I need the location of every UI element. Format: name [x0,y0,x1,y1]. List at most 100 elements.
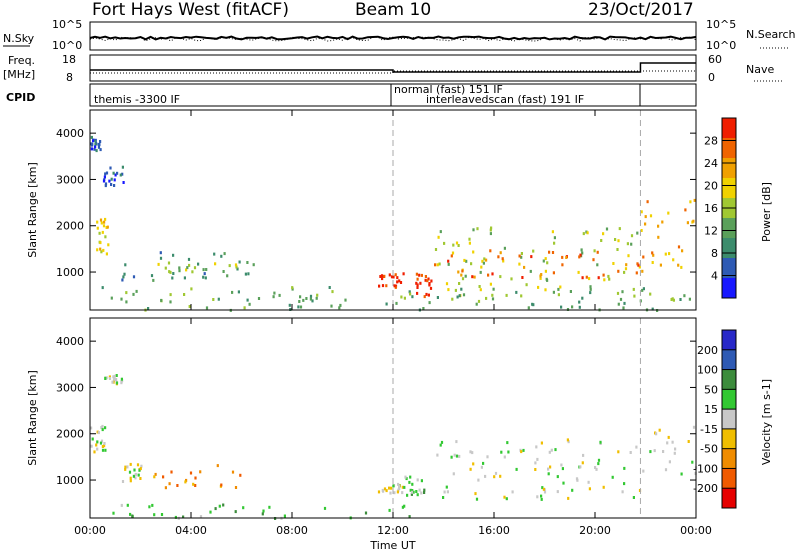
power-cell [423,295,426,299]
velocity-cell [653,449,656,453]
power-cell [561,255,564,259]
power-cell [112,171,115,175]
power-cell [616,248,619,251]
power-cell [646,200,649,204]
power-cell [103,220,106,224]
power-cell [551,251,555,254]
velocity-cell [549,465,552,469]
power-cell [99,247,102,251]
power-cell [168,270,171,274]
velocity-cell [534,461,537,465]
power-cell [135,289,138,293]
power-cell [252,263,255,267]
freq-panel-frame [89,54,697,82]
power-cell [491,272,494,276]
velocity-cell [484,474,487,478]
velocity-cell [389,491,392,495]
power-cell [589,287,592,291]
freq-tick-bottom: 8 [66,71,73,84]
velocity-cell [507,450,510,454]
power-cell [378,284,381,288]
velocity-cell [440,440,444,444]
power-cell [627,254,630,258]
power-cell [503,246,506,250]
velocity-cell [214,507,217,511]
velocity-cell [409,475,412,479]
velocity-cell [390,486,393,490]
velocity-cell [597,462,600,466]
velocity-cell [168,482,171,486]
power-y-ticks: 1000 2000 3000 4000 [56,127,696,279]
velocity-cell [111,380,114,384]
power-cell [220,254,223,258]
power-cell [105,171,109,175]
power-cell [684,208,687,212]
velocity-cell [96,447,99,451]
power-cell [101,286,104,290]
power-cell [589,285,592,289]
velocity-cell [506,441,509,445]
velocity-cell [162,475,165,479]
power-cell [430,279,433,283]
power-cell [661,220,664,224]
velocity-cell [482,461,485,465]
power-cell [98,231,101,235]
velocity-cell [673,451,676,455]
power-cell [480,265,483,269]
power-cell [188,263,191,267]
power-cell [223,252,226,256]
velocity-cell [136,463,140,467]
power-cell [622,306,625,310]
velocity-cell [115,381,119,385]
power-cell [530,255,533,259]
velocity-cell [408,480,411,484]
velocity-cell [692,425,696,429]
power-cell [618,227,621,231]
velocity-cell [234,486,238,489]
power-cell [436,263,439,267]
power-cell [582,232,585,236]
velocity-cell [635,445,638,449]
power-cell [641,269,644,273]
velocity-cell [443,490,446,494]
power-cell [316,293,319,297]
power-cell [623,270,626,274]
velocity-cell [423,491,426,494]
power-cell [640,229,643,232]
velocity-cell [536,457,539,461]
nsky-tick-top: 10^5 [52,18,82,31]
power-cell [597,276,600,280]
power-cell [667,211,670,215]
power-cell [578,300,581,304]
velocity-cell [199,470,202,474]
velocity-cell [90,444,93,448]
velocity-cell [602,485,605,489]
velocity-cell [560,463,563,467]
velocity-cell [242,506,245,510]
power-cell [465,259,468,263]
velocity-cell [99,441,103,445]
power-cell [123,272,126,276]
power-ylabel: Slant Range [km] [26,162,39,258]
power-cell [501,257,504,261]
power-cell [460,287,463,291]
velocity-cell [611,475,614,479]
power-cell [273,291,276,295]
velocity-cell [536,495,539,499]
power-cell [344,298,347,302]
velocity-cell [129,512,132,516]
power-cell [92,139,95,143]
velocity-cell [623,482,626,486]
power-cell [578,305,581,309]
power-cell [617,269,620,273]
velocity-cell [455,440,458,444]
time-tick-label: 00:00 [74,524,106,537]
power-cell [147,307,150,310]
power-cell [630,242,633,246]
velocity-cell [439,443,442,447]
nsearch-series [89,36,697,42]
velocity-cell [93,450,96,454]
power-cell [659,263,662,267]
power-colorbar-tick-label: 8 [711,247,718,260]
power-cell [186,266,189,270]
